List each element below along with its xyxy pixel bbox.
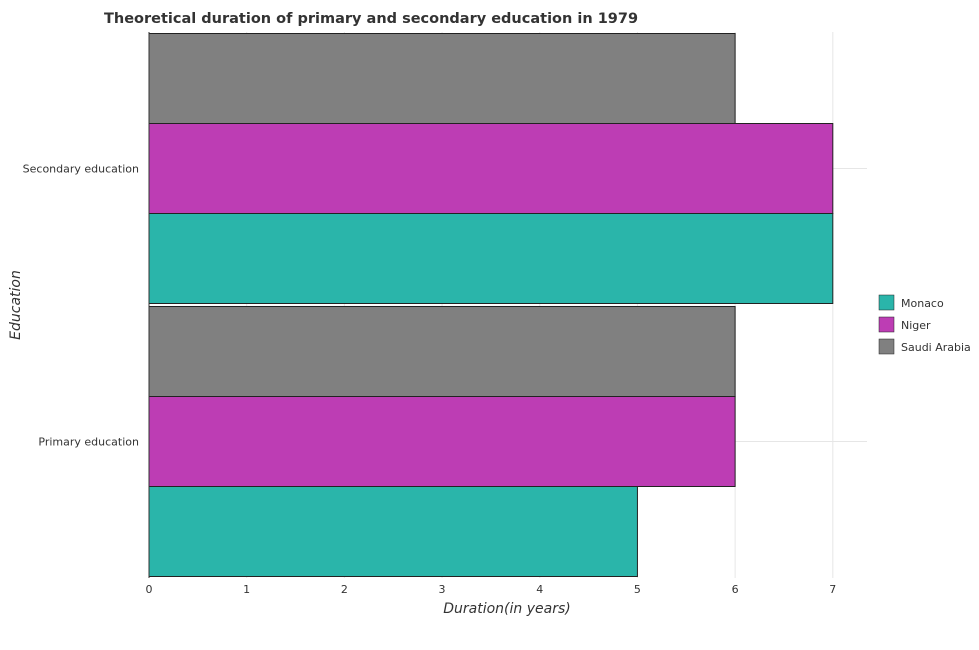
y-category-labels: Primary education Secondary education [23, 163, 139, 449]
bars-group [148, 33, 834, 577]
legend-label: Saudi Arabia [901, 341, 971, 354]
legend-swatch [878, 294, 895, 311]
legend-label: Niger [901, 319, 931, 332]
bar-niger-0 [148, 396, 736, 487]
y-axis-label: Education [8, 270, 24, 340]
bar-monaco-0 [148, 486, 638, 577]
x-axis-label: Duration(in years) [443, 601, 570, 617]
legend-swatch [878, 316, 895, 333]
x-tick-label: 1 [243, 583, 250, 596]
x-tick-label: 5 [634, 583, 641, 596]
y-category-label: Secondary education [23, 163, 139, 176]
x-tick-label: 4 [536, 583, 543, 596]
chart-title: Theoretical duration of primary and seco… [104, 11, 638, 27]
x-tick-labels: 0 1 2 3 4 5 6 7 [146, 583, 837, 596]
x-tick-label: 2 [341, 583, 348, 596]
bar-saudi-arabia-1 [148, 33, 736, 124]
x-tick-label: 0 [146, 583, 153, 596]
legend-label: Monaco [901, 297, 944, 310]
bar-niger-1 [148, 123, 834, 214]
legend-swatch [878, 338, 895, 355]
bar-monaco-1 [148, 213, 834, 304]
x-tick-label: 7 [829, 583, 836, 596]
legend: Monaco Niger Saudi Arabia [878, 294, 971, 355]
x-tick-label: 6 [732, 583, 739, 596]
y-category-label: Primary education [38, 436, 139, 449]
bar-saudi-arabia-0 [148, 306, 736, 397]
x-tick-label: 3 [439, 583, 446, 596]
